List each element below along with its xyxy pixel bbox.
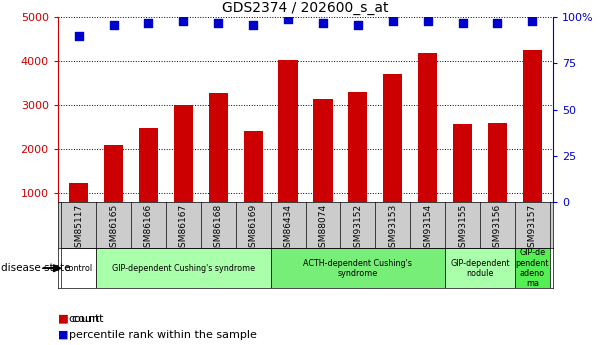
Text: disease state: disease state <box>1 263 71 273</box>
Text: GSM86165: GSM86165 <box>109 204 118 253</box>
Point <box>318 20 328 26</box>
Point <box>528 18 537 24</box>
Text: count: count <box>69 314 100 324</box>
Text: GSM93157: GSM93157 <box>528 204 537 253</box>
Point <box>388 18 398 24</box>
Bar <box>515 248 550 288</box>
Text: ■ count: ■ count <box>58 314 103 324</box>
Point <box>109 22 119 27</box>
Bar <box>104 145 123 237</box>
Point <box>213 20 223 26</box>
Text: GSM86166: GSM86166 <box>144 204 153 253</box>
Point <box>248 22 258 27</box>
Title: GDS2374 / 202600_s_at: GDS2374 / 202600_s_at <box>223 1 389 15</box>
Bar <box>278 60 298 237</box>
Text: GSM86167: GSM86167 <box>179 204 188 253</box>
Text: GSM88074: GSM88074 <box>319 204 328 253</box>
Bar <box>96 248 271 288</box>
Text: ACTH-dependent Cushing's
syndrome: ACTH-dependent Cushing's syndrome <box>303 258 412 278</box>
Point <box>179 18 188 24</box>
Text: GIP-de
pendent
adeno
ma: GIP-de pendent adeno ma <box>516 248 549 288</box>
Bar <box>69 184 88 237</box>
Bar <box>271 248 445 288</box>
Bar <box>61 248 96 288</box>
Bar <box>523 50 542 237</box>
Text: GSM86434: GSM86434 <box>283 204 292 253</box>
Bar <box>488 123 507 237</box>
Point <box>353 22 363 27</box>
Point <box>492 20 502 26</box>
Bar <box>348 91 367 237</box>
Bar <box>209 93 228 237</box>
Bar <box>453 124 472 237</box>
Text: control: control <box>64 264 93 273</box>
Bar <box>383 74 402 237</box>
Text: GIP-dependent
nodule: GIP-dependent nodule <box>451 258 510 278</box>
Bar <box>445 248 515 288</box>
Point <box>423 18 432 24</box>
Text: GSM85117: GSM85117 <box>74 204 83 253</box>
Point <box>458 20 468 26</box>
Text: GSM86168: GSM86168 <box>214 204 223 253</box>
Bar <box>139 128 158 237</box>
Text: GSM93153: GSM93153 <box>389 204 397 253</box>
Text: GIP-dependent Cushing's syndrome: GIP-dependent Cushing's syndrome <box>112 264 255 273</box>
Text: GSM93154: GSM93154 <box>423 204 432 253</box>
Bar <box>174 105 193 237</box>
Point <box>74 33 83 38</box>
Text: ■: ■ <box>58 330 68 339</box>
Text: GSM93152: GSM93152 <box>353 204 362 253</box>
Bar <box>313 99 333 237</box>
Text: ■: ■ <box>58 314 68 324</box>
Text: GSM93156: GSM93156 <box>493 204 502 253</box>
Text: GSM93155: GSM93155 <box>458 204 467 253</box>
Bar <box>418 53 437 237</box>
Text: GSM86169: GSM86169 <box>249 204 258 253</box>
Text: percentile rank within the sample: percentile rank within the sample <box>69 330 257 339</box>
Point <box>143 20 153 26</box>
Point <box>283 16 293 22</box>
Bar <box>244 131 263 237</box>
